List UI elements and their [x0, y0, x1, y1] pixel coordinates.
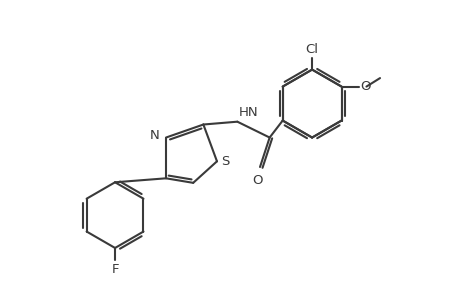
Text: O: O [359, 80, 370, 93]
Text: S: S [221, 155, 230, 168]
Text: Cl: Cl [305, 43, 318, 56]
Text: HN: HN [239, 106, 258, 119]
Text: F: F [111, 263, 118, 276]
Text: O: O [252, 174, 262, 187]
Text: N: N [149, 129, 159, 142]
